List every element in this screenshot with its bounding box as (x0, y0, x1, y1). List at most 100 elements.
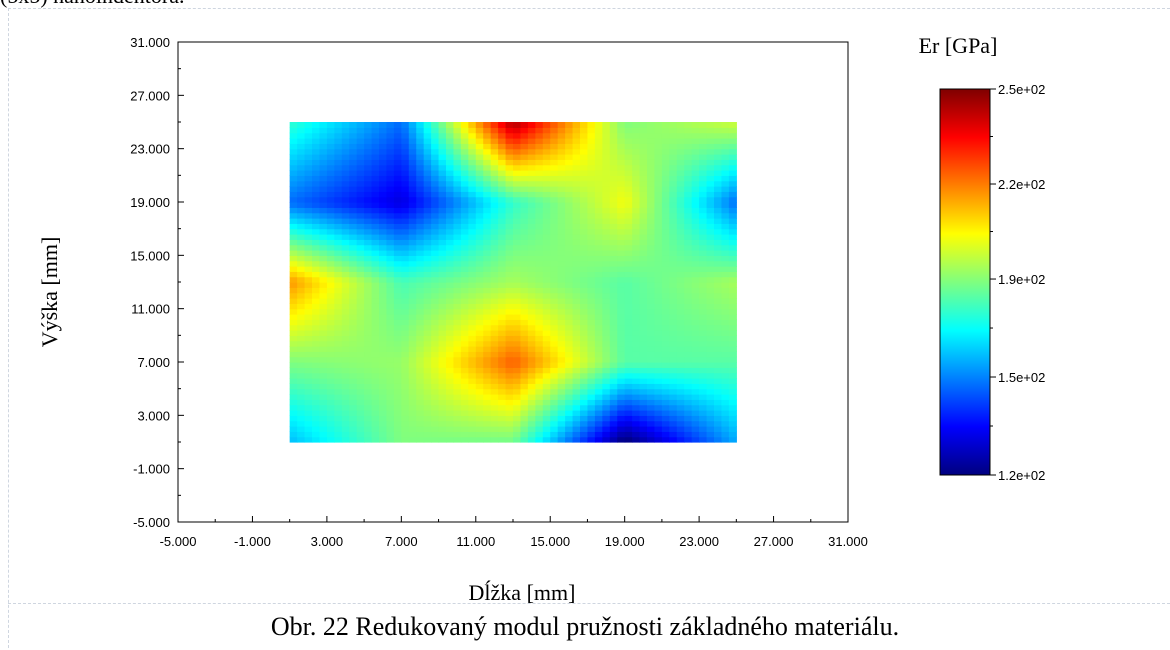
heat-cell (379, 266, 388, 272)
heat-cell (542, 244, 551, 251)
heat-cell (490, 314, 499, 320)
heat-cell (453, 292, 462, 299)
heat-cell (475, 164, 484, 171)
heat-cell (379, 346, 388, 352)
heat-cell (706, 319, 715, 326)
heat-cell (647, 207, 656, 214)
heat-cell (609, 324, 618, 331)
heat-cell (468, 127, 477, 134)
heat-cell (557, 351, 566, 358)
heat-cell (312, 260, 321, 267)
heat-cell (550, 399, 559, 406)
heat-cell (304, 202, 313, 208)
heat-cell (602, 335, 611, 342)
heat-cell (721, 394, 730, 400)
heat-cell (602, 154, 611, 160)
heat-cell (297, 191, 306, 198)
heat-cell (587, 287, 596, 294)
heat-cell (550, 164, 559, 171)
heat-cell (542, 271, 551, 278)
heat-cell (416, 132, 425, 139)
heat-cell (475, 378, 484, 384)
heat-cell (289, 132, 298, 139)
heat-cell (490, 191, 499, 198)
heat-cell (326, 308, 335, 315)
heat-cell (587, 143, 596, 150)
heat-cell (386, 132, 395, 139)
heat-cell (654, 196, 663, 203)
heat-cell (728, 378, 737, 384)
x-tick-label: 11.000 (456, 534, 495, 549)
heat-cell (341, 330, 350, 336)
heat-cell (609, 223, 618, 230)
heat-cell (684, 255, 693, 262)
heat-cell (684, 298, 693, 304)
heat-cell (535, 335, 544, 342)
heat-cell (475, 314, 484, 320)
heat-cell (557, 138, 566, 144)
heat-cell (498, 127, 507, 134)
heat-cell (557, 404, 566, 411)
heat-cell (356, 282, 365, 288)
heat-cell (289, 170, 298, 176)
heat-cell (356, 228, 365, 235)
heat-cell (460, 250, 469, 256)
heat-cell (431, 132, 440, 139)
heat-cell (602, 212, 611, 219)
heat-cell (520, 378, 529, 384)
heat-cell (513, 234, 522, 240)
heat-cell (513, 351, 522, 358)
heat-cell (706, 287, 715, 294)
heat-cell (520, 207, 529, 214)
heat-cell (513, 308, 522, 315)
heat-cell (639, 276, 648, 283)
heat-cell (356, 356, 365, 363)
heat-cell (297, 122, 306, 128)
heat-cell (498, 132, 507, 139)
heat-cell (542, 372, 551, 379)
heat-cell (684, 388, 693, 395)
heat-cell (297, 335, 306, 342)
heat-cell (706, 218, 715, 224)
y-tick-label: 27.000 (130, 88, 170, 103)
heat-cell (468, 180, 477, 187)
heat-cell (386, 356, 395, 363)
heat-cell (446, 298, 455, 304)
heat-cell (691, 164, 700, 171)
heat-cell (580, 223, 589, 230)
heat-cell (334, 356, 343, 363)
heat-cell (304, 399, 313, 406)
heat-cell (557, 276, 566, 283)
heat-cell (572, 436, 581, 443)
heat-cell (289, 340, 298, 347)
heat-cell (669, 271, 678, 278)
heat-cell (334, 276, 343, 283)
heat-cell (565, 148, 574, 155)
heat-cell (624, 362, 633, 368)
heat-cell (498, 138, 507, 144)
heat-cell (639, 154, 648, 160)
heat-cell (349, 186, 358, 192)
heat-cell (364, 420, 373, 427)
heat-cell (438, 282, 447, 288)
heat-cell (654, 234, 663, 240)
heat-cell (654, 340, 663, 347)
heat-cell (371, 170, 380, 176)
heat-cell (714, 383, 723, 390)
heat-cell (587, 335, 596, 342)
heat-cell (438, 404, 447, 411)
heat-cell (535, 122, 544, 128)
heat-cell (319, 218, 328, 224)
heat-cell (498, 410, 507, 416)
heat-cell (386, 404, 395, 411)
heat-cell (319, 324, 328, 331)
heat-cell (341, 298, 350, 304)
heat-cell (312, 314, 321, 320)
heat-cell (624, 383, 633, 390)
heat-cell (594, 436, 603, 443)
heat-cell (691, 308, 700, 315)
heat-cell (602, 426, 611, 432)
heat-cell (647, 218, 656, 224)
heat-cell (416, 266, 425, 272)
heat-cell (535, 212, 544, 219)
